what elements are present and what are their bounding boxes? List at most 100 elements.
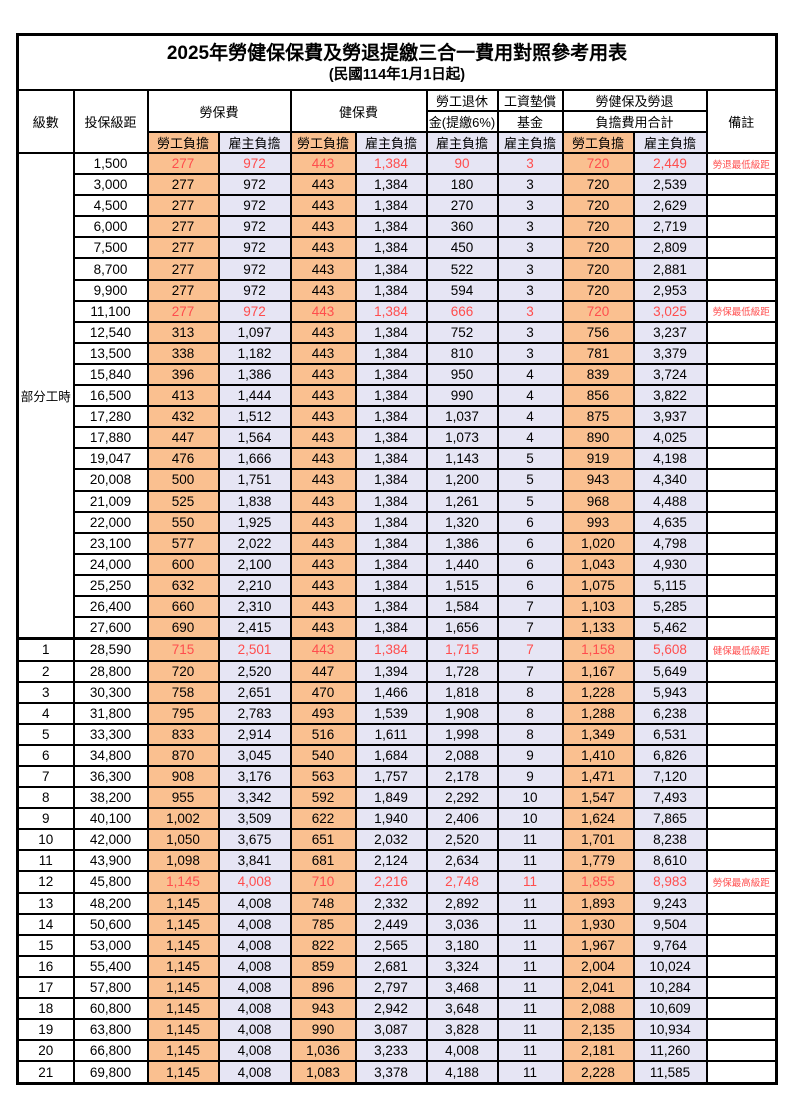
cell-total-employee: 856 bbox=[561, 384, 635, 408]
cell-level: 11 bbox=[16, 849, 75, 873]
cell-total-employer: 7,865 bbox=[632, 807, 708, 831]
cell-health-employer: 1,384 bbox=[354, 552, 428, 576]
table-row: 8 38,200 955 3,342 592 1,849 2,292 10 1,547 7,493 bbox=[16, 786, 778, 810]
cell-total-employee: 1,547 bbox=[561, 786, 635, 810]
table-row: 3,000 277 972 443 1,384 180 3 720 2,539 bbox=[18, 173, 778, 197]
cell-wage-fund-employer: 3 bbox=[496, 173, 564, 197]
cell-total-employer: 3,237 bbox=[632, 320, 708, 344]
cell-pension-employer: 2,088 bbox=[425, 743, 499, 767]
cell-health-employer: 1,940 bbox=[354, 807, 428, 831]
cell-level: 7 bbox=[16, 764, 75, 789]
table-row: 14 50,600 1,145 4,008 785 2,449 3,036 11 1,930 9,… bbox=[16, 912, 778, 936]
cell-pension-employer: 1,320 bbox=[425, 510, 499, 534]
cell-level: 16 bbox=[16, 954, 75, 978]
col-header-labor-insurance: 勞保費 bbox=[146, 89, 292, 133]
cell-remark bbox=[705, 257, 778, 281]
cell-total-employee: 839 bbox=[561, 362, 635, 387]
cell-remark bbox=[705, 341, 778, 365]
cell-pension-employer: 2,892 bbox=[425, 891, 499, 915]
table-row: 13 48,200 1,145 4,008 748 2,332 2,892 11 1,893 9,… bbox=[16, 891, 778, 915]
cell-labor-employee: 1,145 bbox=[146, 1060, 220, 1085]
cell-remark bbox=[705, 384, 778, 408]
subheader-pension-employer: 雇主負擔 bbox=[425, 131, 499, 154]
table-row: 2 28,800 720 2,520 447 1,394 1,728 7 1,167 5,649 bbox=[16, 659, 778, 683]
cell-health-employee: 785 bbox=[289, 912, 357, 936]
cell-salary: 7,500 bbox=[72, 236, 149, 260]
cell-pension-employer: 3,180 bbox=[425, 933, 499, 957]
col-header-level: 級數 bbox=[16, 89, 75, 154]
cell-labor-employer: 4,008 bbox=[217, 954, 292, 978]
cell-salary: 13,500 bbox=[72, 341, 149, 365]
subheader-wage-fund-employer: 雇主負擔 bbox=[496, 131, 564, 154]
cell-salary: 3,000 bbox=[72, 173, 149, 197]
cell-pension-employer: 522 bbox=[425, 257, 499, 281]
cell-health-employee: 443 bbox=[289, 173, 357, 197]
cell-remark bbox=[705, 680, 778, 704]
cell-total-employer: 4,488 bbox=[632, 489, 708, 513]
cell-remark bbox=[705, 849, 778, 873]
cell-labor-employer: 1,666 bbox=[217, 447, 292, 471]
cell-labor-employer: 3,045 bbox=[217, 743, 292, 767]
cell-total-employer: 4,340 bbox=[632, 468, 708, 492]
cell-health-employee: 681 bbox=[289, 849, 357, 873]
cell-health-employee: 710 bbox=[289, 870, 357, 894]
cell-salary: 21,009 bbox=[72, 489, 149, 513]
cell-level: 8 bbox=[16, 786, 75, 810]
cell-salary: 12,540 bbox=[72, 320, 149, 344]
cell-total-employee: 2,004 bbox=[561, 954, 635, 978]
cell-wage-fund-employer: 5 bbox=[496, 468, 564, 492]
cell-labor-employee: 277 bbox=[146, 278, 220, 302]
cell-total-employee: 720 bbox=[561, 299, 635, 323]
cell-salary: 1,500 bbox=[72, 151, 149, 176]
cell-level: 18 bbox=[16, 996, 75, 1021]
cell-total-employer: 3,025 bbox=[632, 299, 708, 323]
cell-labor-employer: 1,182 bbox=[217, 341, 292, 365]
cell-labor-employer: 4,008 bbox=[217, 891, 292, 915]
cell-total-employer: 2,719 bbox=[632, 215, 708, 239]
cell-labor-employer: 4,008 bbox=[217, 933, 292, 957]
cell-health-employee: 443 bbox=[289, 573, 357, 597]
cell-level: 10 bbox=[16, 828, 75, 852]
cell-labor-employee: 1,145 bbox=[146, 891, 220, 915]
cell-total-employer: 4,198 bbox=[632, 447, 708, 471]
cell-remark bbox=[705, 362, 778, 387]
cell-wage-fund-employer: 3 bbox=[496, 299, 564, 323]
cell-health-employer: 2,565 bbox=[354, 933, 428, 957]
cell-wage-fund-employer: 10 bbox=[496, 786, 564, 810]
cell-labor-employer: 2,210 bbox=[217, 573, 292, 597]
cell-pension-employer: 3,468 bbox=[425, 975, 499, 1000]
cell-labor-employee: 313 bbox=[146, 320, 220, 344]
table-row: 8,700 277 972 443 1,384 522 3 720 2,881 bbox=[18, 257, 778, 281]
cell-health-employer: 1,384 bbox=[354, 236, 428, 260]
cell-total-employee: 2,088 bbox=[561, 996, 635, 1021]
cell-wage-fund-employer: 6 bbox=[496, 573, 564, 597]
cell-wage-fund-employer: 8 bbox=[496, 722, 564, 746]
cell-total-employee: 2,041 bbox=[561, 975, 635, 1000]
cell-wage-fund-employer: 11 bbox=[496, 1039, 564, 1063]
cell-pension-employer: 1,037 bbox=[425, 405, 499, 429]
table-row: 13,500 338 1,182 443 1,384 810 3 781 3,379 bbox=[18, 341, 778, 365]
cell-pension-employer: 3,828 bbox=[425, 1018, 499, 1042]
cell-health-employer: 1,384 bbox=[354, 173, 428, 197]
cell-wage-fund-employer: 6 bbox=[496, 552, 564, 576]
cell-remark bbox=[705, 215, 778, 239]
cell-health-employer: 1,539 bbox=[354, 701, 428, 725]
cell-health-employee: 563 bbox=[289, 764, 357, 789]
table-row: 4 31,800 795 2,783 493 1,539 1,908 8 1,288 6,238 bbox=[16, 701, 778, 725]
cell-remark bbox=[705, 1060, 778, 1085]
table-row: 26,400 660 2,310 443 1,384 1,584 7 1,103 5,285 bbox=[18, 594, 778, 619]
cell-salary: 17,880 bbox=[72, 426, 149, 450]
cell-pension-employer: 2,634 bbox=[425, 849, 499, 873]
cell-total-employee: 1,167 bbox=[561, 659, 635, 683]
cell-health-employer: 1,384 bbox=[354, 594, 428, 619]
cell-salary: 24,000 bbox=[72, 552, 149, 576]
cell-wage-fund-employer: 7 bbox=[496, 637, 564, 662]
cell-health-employer: 1,384 bbox=[354, 468, 428, 492]
cell-total-employer: 11,260 bbox=[632, 1039, 708, 1063]
cell-health-employee: 990 bbox=[289, 1018, 357, 1042]
cell-wage-fund-employer: 3 bbox=[496, 236, 564, 260]
cell-pension-employer: 1,261 bbox=[425, 489, 499, 513]
cell-labor-employee: 525 bbox=[146, 489, 220, 513]
page-title: 2025年勞健保保費及勞退提繳三合一費用對照參考用表 bbox=[166, 42, 628, 64]
